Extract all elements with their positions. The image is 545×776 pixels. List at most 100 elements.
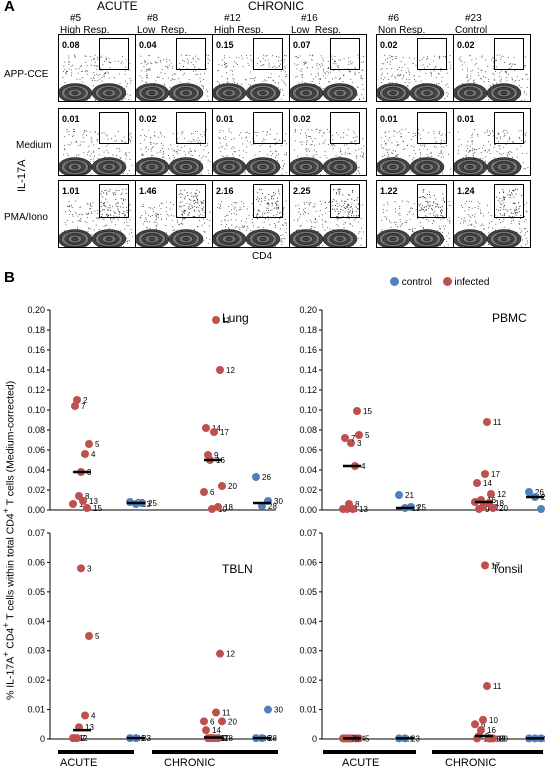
flow-gate (99, 112, 129, 144)
chart-1-point-infected-3 (347, 439, 355, 447)
flow-plot-r2-c3: 2.25 (289, 180, 367, 248)
chart-2-point-infected-4 (81, 711, 89, 720)
chart-1-tick-label-10: 0.20 (299, 305, 317, 315)
chart-1-point-label-25: 25 (417, 503, 426, 512)
flow-density (454, 54, 529, 101)
chart-1-tick-label-7: 0.14 (299, 365, 317, 375)
flow-gate (176, 184, 206, 218)
flow-gate (330, 184, 360, 218)
chart-2-tick-label-4: 0.04 (27, 616, 45, 626)
flow-gate (417, 38, 447, 70)
flow-density (59, 188, 134, 247)
chart-1-point-label-5: 5 (365, 431, 370, 440)
chart-1-point-infected-15 (353, 407, 361, 415)
flow-value: 2.25 (293, 186, 311, 196)
flow-gate (494, 38, 524, 70)
chart-1-point-label-26: 26 (535, 488, 544, 497)
chart-1-point-control-21 (395, 491, 403, 499)
bottom-label-acute-left: ACUTE (60, 757, 98, 769)
chart-1-point-infected-11 (483, 418, 491, 426)
flow-density (290, 128, 365, 175)
chart-2-tick-label-3: 0.03 (27, 646, 45, 656)
chart-3-tick-label-7: 0.07 (299, 528, 317, 538)
flow-value: 0.15 (216, 40, 234, 50)
chart-3-point-label-5: 5 (365, 734, 370, 743)
chart-1-point-label-17: 17 (491, 470, 500, 479)
flow-plot-r1-c4: 0.01 (376, 108, 454, 176)
chart-3-point-label-4: 4 (361, 734, 366, 743)
row-label-1: Medium (16, 140, 52, 151)
chart-1-tick-label-5: 0.10 (299, 405, 317, 415)
chart-0-point-infected-4 (81, 450, 89, 458)
chart-0-point-label-23: 23 (142, 500, 151, 509)
flow-gate (417, 184, 447, 218)
sample-resp-2: High Resp. (214, 25, 264, 36)
chart-2-point-label-7: 7 (81, 734, 86, 743)
chart-1-tick-label-0: 0.00 (299, 505, 317, 515)
chart-2-point-infected-3 (77, 564, 85, 573)
flow-density (454, 129, 529, 175)
flow-density (59, 128, 133, 175)
flow-density (454, 188, 529, 247)
row-label-0: APP-CCE (4, 69, 49, 80)
sample-resp-4: Non Resp. (378, 25, 426, 36)
chart-3-point-label-23: 23 (411, 734, 420, 743)
chart-3-tick-label-4: 0.04 (299, 616, 317, 626)
chart-2-point-label-11: 11 (222, 709, 231, 718)
flow-density (136, 129, 211, 175)
chart-0-point-infected-14 (202, 424, 210, 432)
chart-3-point-label-6: 6 (481, 720, 486, 729)
chart-1-point-label-7: 7 (351, 434, 356, 443)
chart-0-point-label-14: 14 (212, 424, 221, 433)
chart-3-title: Tonsil (492, 562, 523, 576)
chart-2-point-label-14: 14 (212, 726, 221, 735)
flow-value: 0.01 (62, 114, 80, 124)
sample-id-4: #6 (388, 13, 400, 24)
flow-gate (99, 184, 129, 218)
flow-value: 0.02 (293, 114, 311, 124)
legend-control-label: control (401, 277, 432, 288)
panel-b-letter: B (4, 269, 15, 286)
group-label-acute: ACUTE (97, 0, 138, 13)
chart-0-point-label-18: 18 (224, 503, 233, 512)
chart-3-point-infected-6 (471, 720, 479, 729)
chart-0-tick-label-6: 0.12 (27, 385, 45, 395)
chart-1-point-label-21: 21 (405, 491, 414, 500)
chart-2-tick-label-1: 0.01 (27, 705, 45, 715)
chart-2-title: TBLN (222, 562, 253, 576)
chart-3-tick-label-3: 0.03 (299, 646, 317, 656)
chart-0-tick-label-7: 0.14 (27, 365, 45, 375)
chart-3-tick-label-6: 0.06 (299, 557, 317, 567)
flow-plot-r1-c0: 0.01 (58, 108, 136, 176)
flow-gate (417, 112, 447, 144)
chart-0-point-infected-7 (71, 402, 79, 410)
flow-density (377, 128, 451, 175)
flow-density (377, 54, 452, 101)
chart-1-point-infected-7 (341, 434, 349, 442)
flow-value: 0.08 (62, 40, 80, 50)
chart-0-point-label-20: 20 (228, 482, 237, 491)
flow-plot-r0-c2: 0.15 (212, 34, 290, 102)
chart-0-tick-label-2: 0.04 (27, 465, 45, 475)
flow-gate (99, 38, 129, 70)
sample-resp-1: Low Resp. (137, 25, 188, 36)
flow-plot-r1-c5: 0.01 (453, 108, 531, 176)
flow-density (213, 54, 287, 101)
flow-density (136, 189, 211, 247)
chart-3-tick-label-0: 0 (312, 734, 317, 744)
sample-resp-5: Control (455, 25, 488, 36)
x-axis-label-cd4: CD4 (252, 251, 273, 262)
chart-2-point-label-12: 12 (226, 650, 235, 659)
flow-value: 0.04 (139, 40, 157, 50)
chart-2-point-infected-7 (71, 734, 79, 743)
chart-2-point-label-23: 23 (142, 734, 151, 743)
chart-0-point-label-4: 4 (91, 450, 96, 459)
chart-2-point-infected-11 (212, 708, 220, 717)
flow-value: 0.02 (139, 114, 157, 124)
chart-2-point-label-18: 18 (224, 734, 233, 743)
chart-1-point-label-8: 8 (355, 500, 360, 509)
chart-3-point-label-20: 20 (499, 734, 508, 743)
chart-1-tick-label-6: 0.12 (299, 385, 317, 395)
chart-2-point-control-30 (264, 705, 272, 714)
flow-gate (176, 38, 206, 70)
